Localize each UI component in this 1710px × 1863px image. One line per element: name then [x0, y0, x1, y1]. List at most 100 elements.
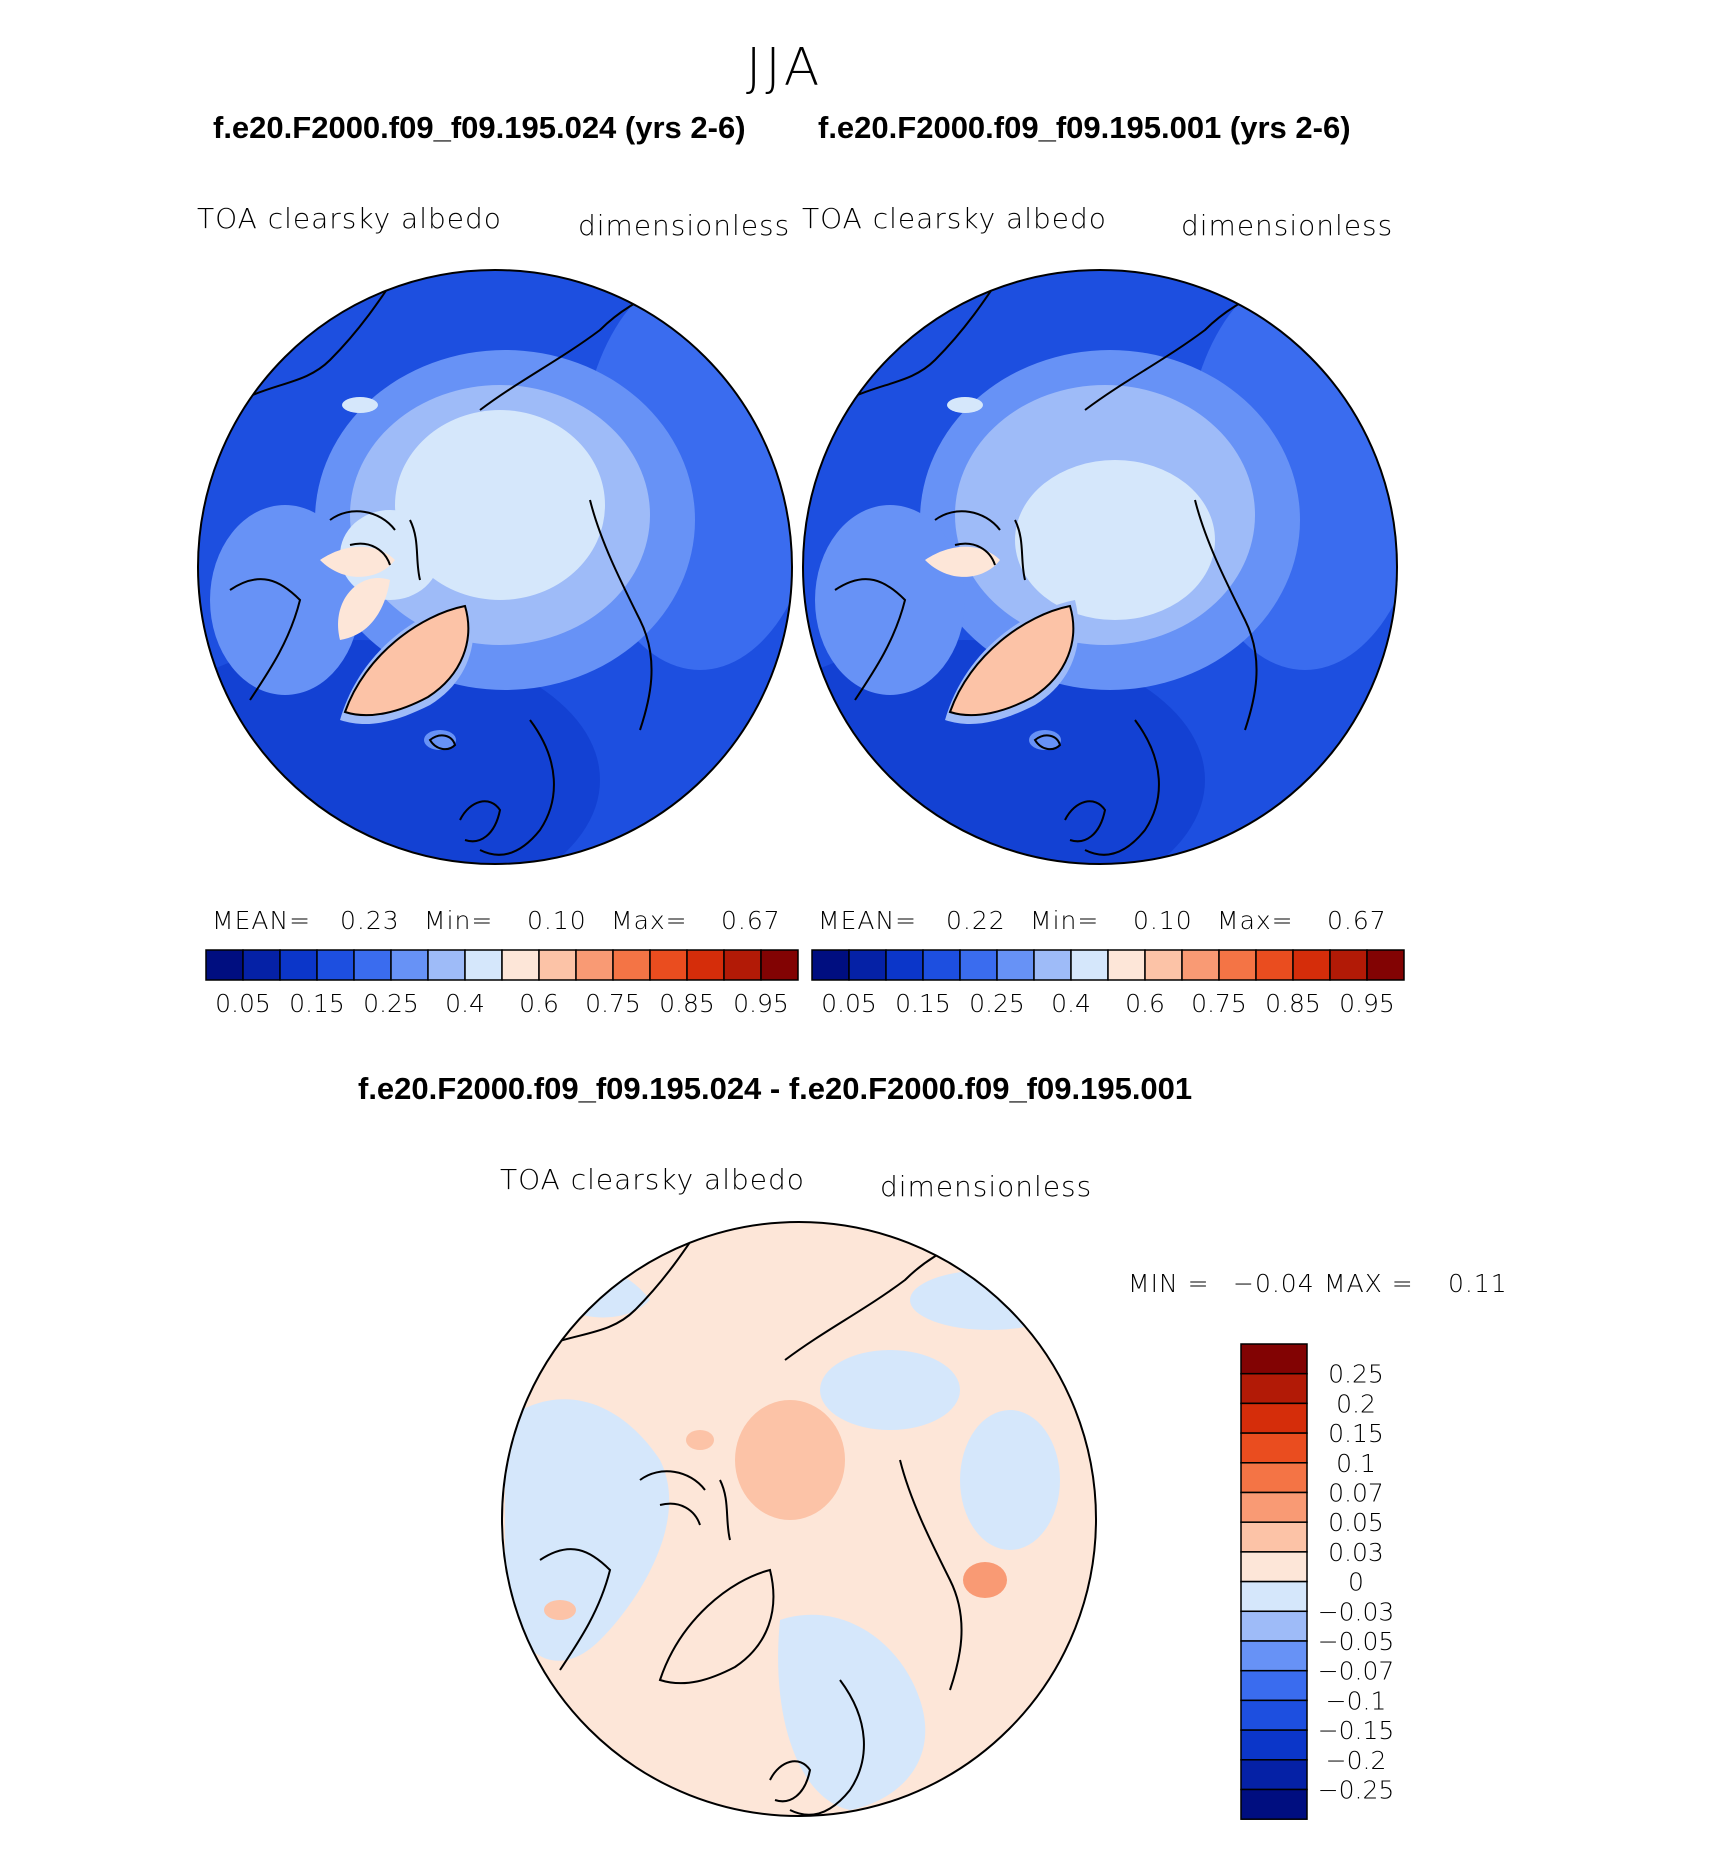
colorbar-left-swatch [427, 949, 466, 981]
min-value-right: 0.10 [1133, 906, 1193, 935]
colorbar-diff-tick-label: −0.2 [1326, 1746, 1387, 1775]
colorbar-left-tick-label: 0.05 [215, 989, 271, 1018]
colorbar-diff-tick-label: −0.07 [1318, 1657, 1395, 1686]
colorbar-right-swatch [848, 949, 887, 981]
colorbar-diff-swatch [1240, 1402, 1308, 1434]
diff-var-label: TOA clearsky albedo [500, 1163, 805, 1196]
colorbar-diff-tick-label: 0.2 [1336, 1389, 1376, 1418]
colorbar-diff-swatch [1240, 1521, 1308, 1553]
colorbar-right-swatch [1255, 949, 1294, 981]
diff-min-value: −0.04 [1233, 1269, 1315, 1298]
colorbar-right-swatch [959, 949, 998, 981]
colorbar-right-tick-label: 0.75 [1191, 989, 1247, 1018]
diff-title: f.e20.F2000.f09_f09.195.024 - f.e20.F200… [358, 1071, 1193, 1106]
colorbar-diff-tick-label: −0.25 [1318, 1776, 1395, 1805]
colorbar-right-tick-label: 0.85 [1265, 989, 1321, 1018]
colorbar-left-swatch [464, 949, 503, 981]
colorbar-diff-tick-label: −0.1 [1326, 1686, 1387, 1715]
colorbar-diff-tick-label: −0.15 [1318, 1716, 1395, 1745]
colorbar-right-swatch [1218, 949, 1257, 981]
colorbar-diff: 0.250.20.150.10.070.050.030−0.03−0.05−0.… [1240, 1343, 1395, 1820]
colorbar-diff-tick-label: 0.25 [1328, 1360, 1384, 1389]
colorbar-left-tick-label: 0.6 [519, 989, 559, 1018]
colorbar-diff-tick-label: 0 [1348, 1568, 1364, 1597]
colorbar-left-swatch [649, 949, 688, 981]
colorbar-right-swatch [1329, 949, 1368, 981]
colorbar-diff-swatch [1240, 1372, 1308, 1405]
colorbar-diff-swatch [1240, 1343, 1308, 1375]
colorbar-left-swatch [316, 949, 355, 981]
colorbar-right-swatch [1107, 949, 1146, 981]
max-value-left: 0.67 [721, 906, 781, 935]
colorbar-left: 0.05 0.15 0.25 0.4 0.6 0.75 0.85 0.95 [205, 949, 799, 1018]
colorbar-left-swatch [279, 949, 318, 981]
diff-max-value: 0.11 [1448, 1269, 1508, 1298]
colorbar-left-swatch [538, 949, 577, 981]
colorbar-diff-swatch [1240, 1551, 1308, 1583]
units-label-right: dimensionless [1181, 209, 1394, 242]
colorbar-left-swatch [205, 949, 244, 981]
colorbar-diff-tick-label: −0.05 [1318, 1627, 1395, 1656]
map-left-border [197, 269, 793, 865]
colorbar-left-tick-label: 0.75 [585, 989, 641, 1018]
colorbar-left-swatch [723, 949, 762, 981]
colorbar-right-tick-label: 0.15 [895, 989, 951, 1018]
colorbar-left-swatch [501, 949, 540, 981]
max-label-right: Max= [1217, 906, 1294, 935]
min-label-right: Min= [1030, 906, 1100, 935]
colorbar-diff-swatch [1240, 1729, 1308, 1761]
colorbar-diff-swatch [1240, 1669, 1308, 1702]
colorbar-diff-tick-label: 0.03 [1328, 1538, 1384, 1567]
colorbar-right-swatch [1144, 949, 1183, 981]
case-title-right: f.e20.F2000.f09_f09.195.001 (yrs 2-6) [818, 110, 1351, 145]
colorbar-right-swatch [922, 949, 961, 981]
colorbar-right-swatch [1366, 949, 1405, 981]
colorbar-right-swatch [1070, 949, 1109, 981]
colorbar-right-tick-label: 0.4 [1051, 989, 1091, 1018]
colorbar-diff-swatch [1240, 1759, 1308, 1791]
map-right-border [802, 269, 1398, 865]
colorbar-right: 0.05 0.15 0.25 0.4 0.6 0.75 0.85 0.95 [811, 949, 1405, 1018]
colorbar-diff-swatch [1240, 1462, 1308, 1494]
colorbar-right-tick-label: 0.25 [969, 989, 1025, 1018]
colorbar-right-tick-label: 0.05 [821, 989, 877, 1018]
colorbar-left-tick-label: 0.85 [659, 989, 715, 1018]
colorbar-diff-swatch [1240, 1491, 1308, 1523]
min-value-left: 0.10 [527, 906, 587, 935]
mean-value-left: 0.23 [340, 906, 400, 935]
colorbar-diff-swatch [1240, 1432, 1308, 1464]
colorbar-left-swatch [760, 949, 799, 981]
colorbar-right-swatch [1033, 949, 1072, 981]
colorbar-right-tick-label: 0.95 [1339, 989, 1395, 1018]
colorbar-right-swatch [885, 949, 924, 981]
mean-label-left: MEAN= [212, 906, 312, 935]
colorbar-diff-swatch [1240, 1788, 1308, 1820]
colorbar-left-swatch [575, 949, 614, 981]
var-label-left: TOA clearsky albedo [197, 202, 502, 235]
colorbar-diff-swatch [1240, 1640, 1308, 1672]
var-label-right: TOA clearsky albedo [802, 202, 1107, 235]
colorbar-diff-tick-label: 0.1 [1336, 1449, 1376, 1478]
colorbar-left-tick-label: 0.25 [363, 989, 419, 1018]
colorbar-right-swatch [1292, 949, 1331, 981]
colorbar-diff-swatch [1240, 1580, 1308, 1613]
colorbar-right-swatch [996, 949, 1035, 981]
max-value-right: 0.67 [1327, 906, 1387, 935]
units-label-left: dimensionless [578, 209, 791, 242]
season-title: JJA [746, 38, 824, 98]
colorbar-right-swatch [811, 949, 850, 981]
colorbar-left-swatch [242, 949, 281, 981]
colorbar-left-swatch [353, 949, 392, 981]
colorbar-left-swatch [612, 949, 651, 981]
colorbar-diff-swatch [1240, 1610, 1308, 1642]
colorbar-diff-swatch [1240, 1699, 1308, 1731]
colorbar-diff-tick-label: 0.05 [1328, 1508, 1384, 1537]
map-diff-border [501, 1221, 1097, 1817]
colorbar-left-tick-label: 0.95 [733, 989, 789, 1018]
diff-min-label: MIN = [1128, 1269, 1210, 1298]
colorbar-right-swatch [1181, 949, 1220, 981]
colorbar-diff-tick-label: −0.03 [1318, 1597, 1395, 1626]
map-left [198, 270, 792, 864]
colorbar-diff-tick-label: 0.15 [1328, 1419, 1384, 1448]
colorbar-left-swatch [390, 949, 429, 981]
